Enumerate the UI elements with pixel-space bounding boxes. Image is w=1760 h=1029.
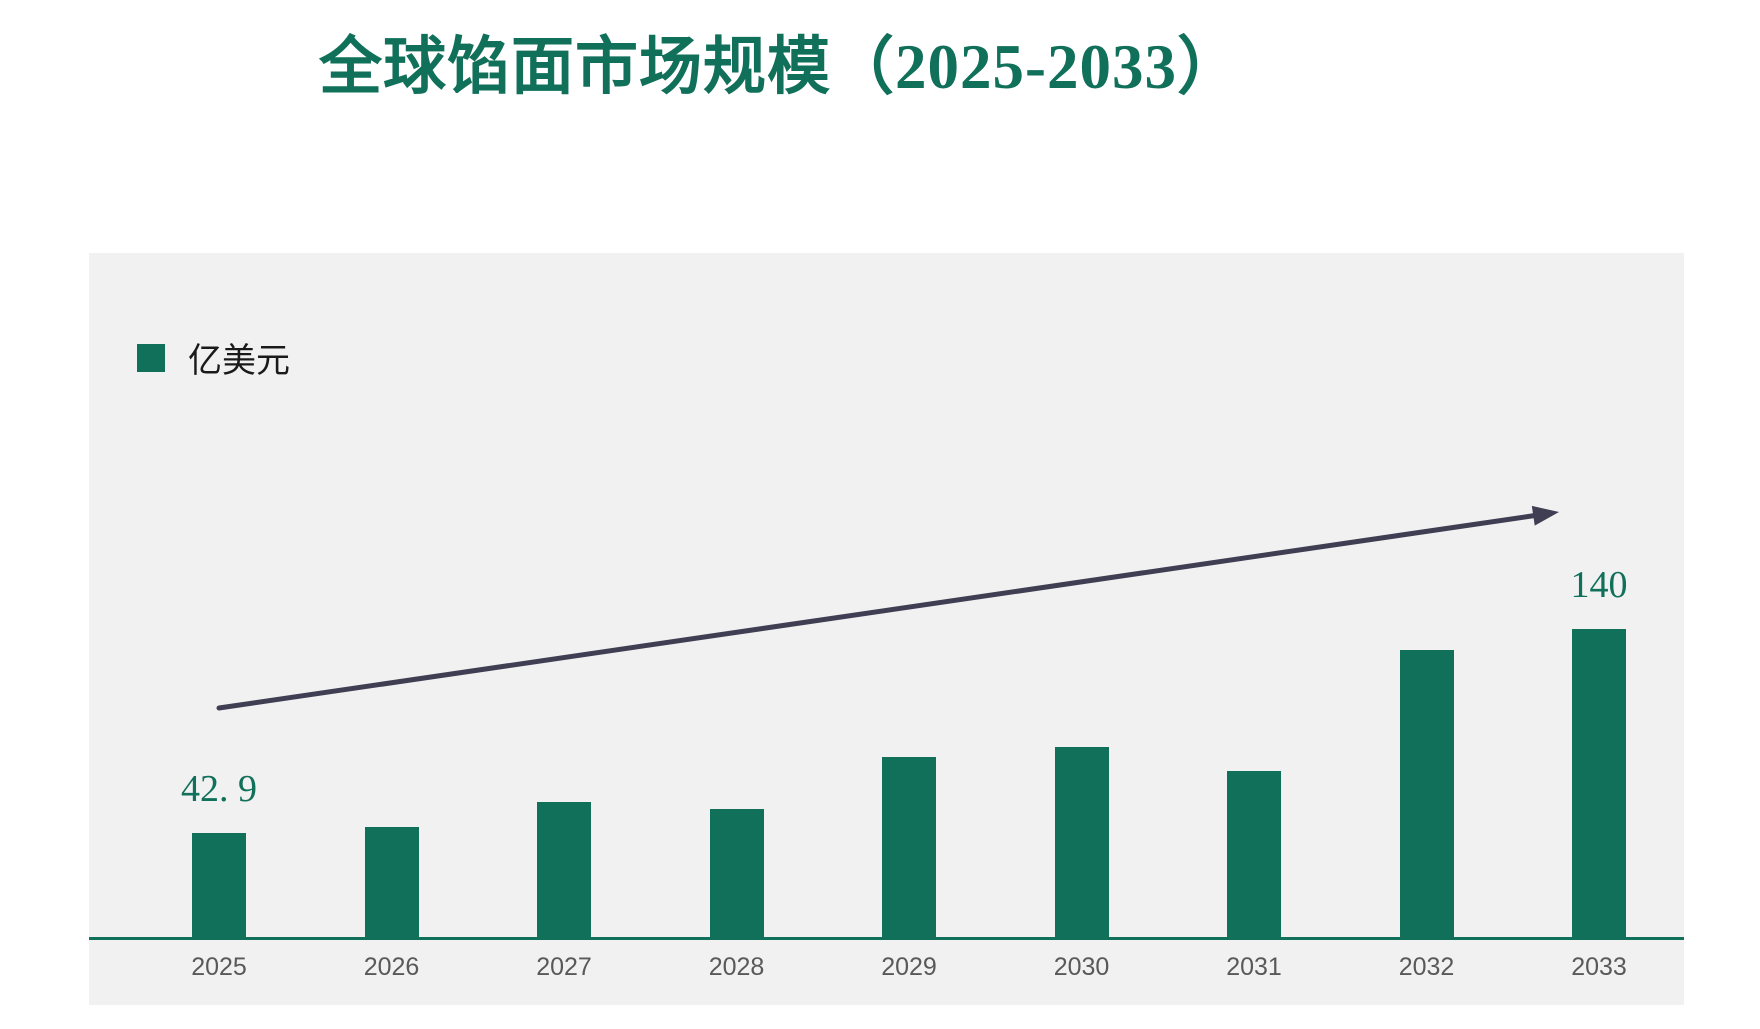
- x-axis-line: [89, 937, 1684, 940]
- legend-swatch-icon: [137, 343, 165, 372]
- bar-2032: [1399, 650, 1454, 937]
- value-label-2033: 140: [1570, 564, 1628, 606]
- x-tick-label-2031: 2031: [1226, 953, 1282, 981]
- trend-arrow-line: [216, 513, 1536, 711]
- x-tick-label-2033: 2033: [1571, 953, 1627, 981]
- value-label-2025: 42. 9: [181, 768, 257, 810]
- bar-2030: [1054, 747, 1109, 937]
- chart-title: 全球馅面市场规模（2025-2033）: [319, 32, 1241, 102]
- legend: 亿美元: [137, 333, 290, 382]
- bar-2025: [192, 833, 246, 937]
- x-tick-label-2027: 2027: [536, 953, 592, 981]
- trend-arrow-head-icon: [1531, 505, 1559, 526]
- legend-label: 亿美元: [188, 343, 290, 380]
- x-tick-label-2028: 2028: [708, 953, 765, 981]
- x-tick-label-2026: 2026: [363, 953, 420, 981]
- x-tick-label-2029: 2029: [881, 953, 937, 981]
- bar-2026: [364, 827, 419, 937]
- x-tick-label-2032: 2032: [1398, 953, 1455, 981]
- bar-2031: [1227, 771, 1281, 937]
- bar-2027: [537, 802, 591, 937]
- x-tick-label-2030: 2030: [1053, 953, 1110, 981]
- x-tick-label-2025: 2025: [191, 953, 247, 981]
- bar-2033: [1572, 629, 1626, 937]
- chart-panel: 亿美元 2025 2026 2027 2028 2029 2030 2031 2032 2033…: [89, 253, 1684, 1005]
- bar-2028: [709, 809, 764, 937]
- bar-2029: [882, 757, 936, 937]
